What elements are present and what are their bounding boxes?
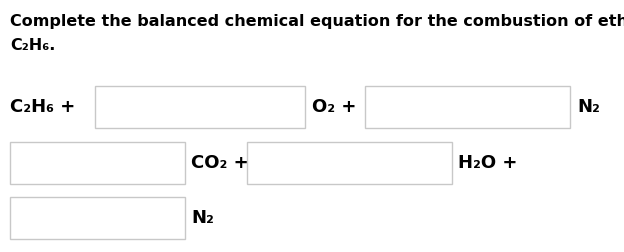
Text: CO₂ +: CO₂ +: [191, 154, 248, 172]
Bar: [95, 86, 305, 128]
Text: C₂H₆.: C₂H₆.: [10, 38, 56, 53]
Text: C₂H₆ +: C₂H₆ +: [10, 98, 76, 116]
Text: O₂ +: O₂ +: [312, 98, 356, 116]
Text: H₂O +: H₂O +: [458, 154, 517, 172]
Bar: [10, 142, 185, 184]
Text: N₂: N₂: [577, 98, 600, 116]
Bar: [247, 142, 452, 184]
Text: N₂: N₂: [191, 209, 214, 227]
Bar: [365, 86, 570, 128]
Text: Complete the balanced chemical equation for the combustion of ethane,: Complete the balanced chemical equation …: [10, 14, 624, 29]
Bar: [10, 197, 185, 239]
